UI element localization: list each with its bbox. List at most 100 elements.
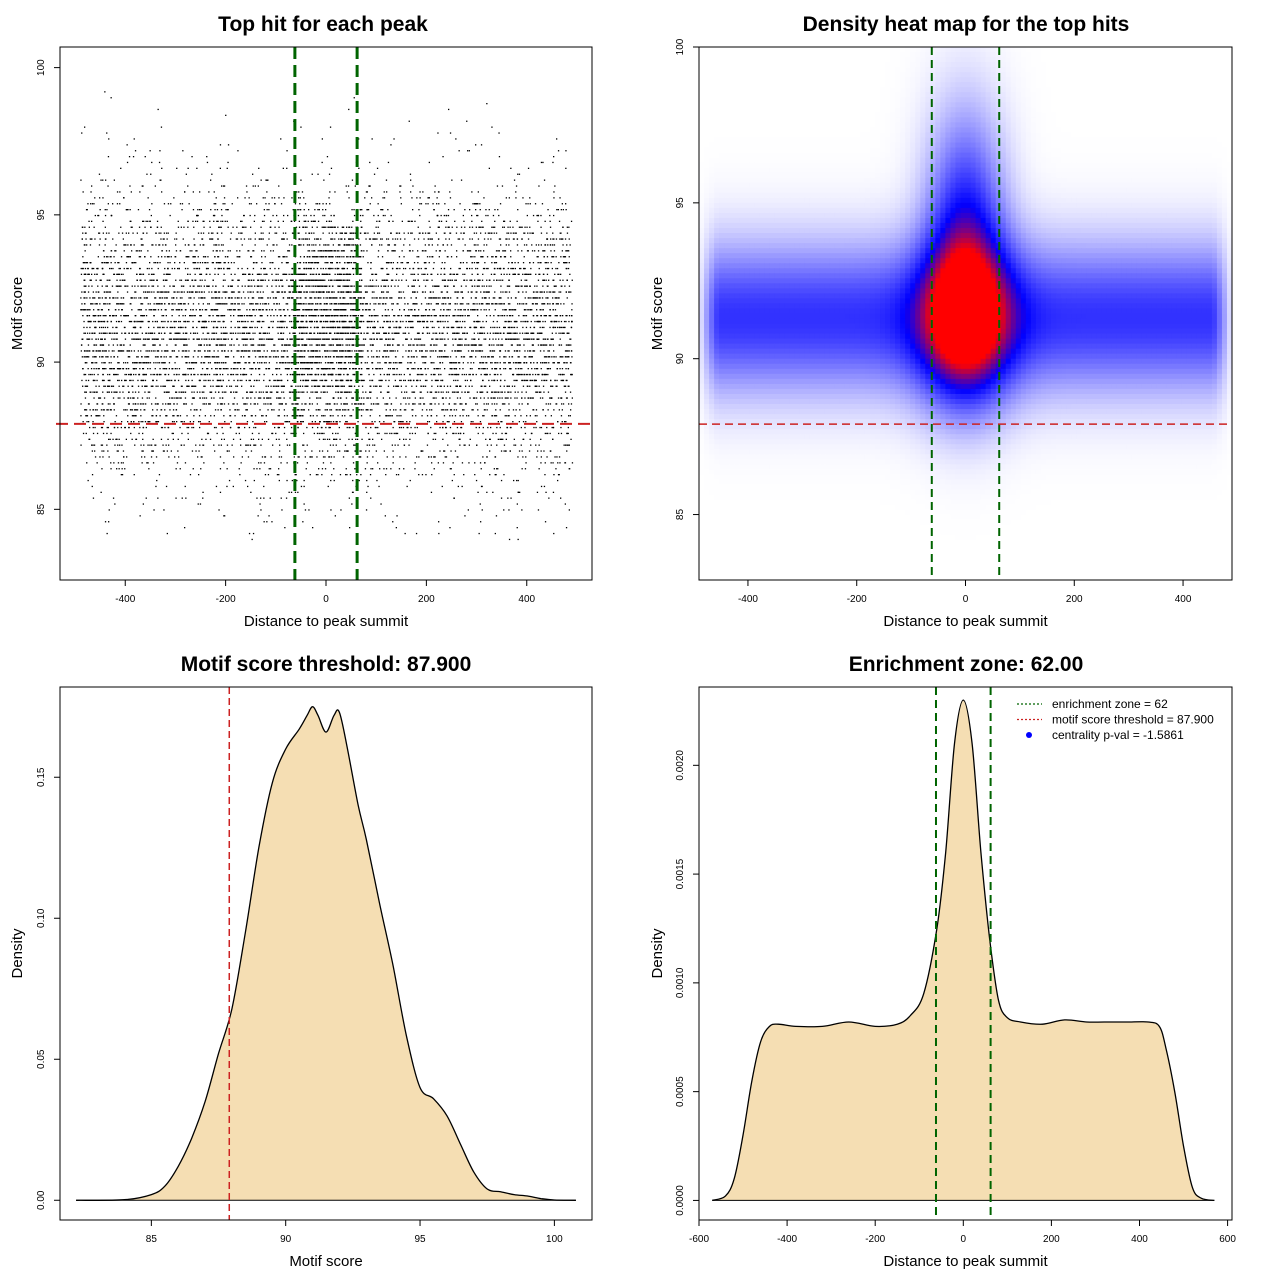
scatter-point bbox=[536, 456, 538, 458]
scatter-point bbox=[236, 338, 238, 340]
scatter-point bbox=[524, 332, 526, 334]
scatter-point bbox=[99, 303, 101, 305]
scatter-point bbox=[398, 279, 400, 281]
scatter-point bbox=[122, 350, 125, 352]
scatter-point bbox=[394, 362, 396, 364]
scatter-point bbox=[341, 338, 344, 340]
scatter-point bbox=[152, 285, 155, 287]
scatter-point bbox=[489, 438, 491, 440]
scatter-point bbox=[479, 362, 481, 364]
scatter-point bbox=[174, 362, 176, 364]
scatter-point bbox=[172, 285, 174, 287]
scatter-point bbox=[268, 203, 270, 205]
scatter-point bbox=[431, 474, 433, 476]
scatter-point bbox=[560, 415, 563, 417]
scatter-point bbox=[347, 273, 349, 275]
scatter-point bbox=[405, 279, 407, 281]
scatter-point bbox=[345, 409, 347, 411]
scatter-point bbox=[324, 273, 326, 275]
scatter-point bbox=[227, 338, 229, 340]
scatter-point bbox=[118, 468, 120, 470]
scatter-point bbox=[560, 326, 562, 329]
scatter-point bbox=[557, 303, 559, 305]
scatter-point bbox=[314, 238, 316, 240]
scatter-point bbox=[91, 267, 93, 270]
scatter-point bbox=[147, 338, 149, 340]
scatter-point bbox=[280, 203, 283, 205]
scatter-point bbox=[201, 373, 203, 376]
scatter-point bbox=[237, 350, 239, 352]
scatter-point bbox=[551, 320, 553, 323]
scatter-point bbox=[560, 332, 562, 334]
scatter-point bbox=[104, 91, 106, 93]
scatter-point bbox=[218, 226, 220, 228]
scatter-point bbox=[508, 538, 511, 541]
scatter-point bbox=[256, 468, 258, 470]
scatter-point bbox=[112, 344, 114, 346]
scatter-point bbox=[410, 179, 412, 181]
scatter-point bbox=[236, 256, 238, 258]
scatter-point bbox=[234, 326, 236, 329]
scatter-point bbox=[430, 415, 432, 417]
scatter-point bbox=[163, 232, 165, 234]
scatter-point bbox=[564, 350, 567, 352]
scatter-point bbox=[493, 397, 495, 399]
scatter-point bbox=[107, 303, 109, 305]
scatter-point bbox=[305, 279, 307, 281]
scatter-point bbox=[301, 315, 304, 317]
scatter-point bbox=[413, 273, 416, 275]
scatter-point bbox=[166, 450, 168, 452]
scatter-point bbox=[373, 373, 375, 376]
scatter-point bbox=[92, 297, 94, 299]
scatter-point bbox=[352, 409, 354, 411]
scatter-point bbox=[480, 291, 482, 293]
scatter-point bbox=[539, 350, 542, 352]
scatter-point bbox=[542, 303, 544, 305]
scatter-point bbox=[307, 385, 309, 387]
scatter-point bbox=[457, 273, 459, 275]
scatter-point bbox=[370, 262, 372, 264]
scatter-point bbox=[292, 297, 294, 299]
scatter-point bbox=[508, 362, 510, 364]
scatter-point bbox=[324, 256, 326, 258]
scatter-point bbox=[524, 297, 526, 299]
scatter-point bbox=[470, 256, 472, 258]
scatter-point bbox=[507, 226, 509, 228]
scatter-point-cloud bbox=[80, 91, 574, 541]
scatter-point bbox=[498, 303, 500, 305]
scatter-point bbox=[558, 220, 561, 222]
scatter-point bbox=[333, 279, 335, 281]
scatter-point bbox=[170, 326, 172, 329]
scatter-point bbox=[143, 220, 145, 222]
scatter-point bbox=[226, 167, 228, 169]
scatter-point bbox=[514, 262, 516, 264]
scatter-point bbox=[407, 362, 409, 364]
scatter-point bbox=[280, 456, 283, 458]
scatter-point bbox=[104, 291, 106, 293]
scatter-point bbox=[267, 303, 270, 305]
scatter-point bbox=[321, 344, 323, 346]
scatter-point bbox=[431, 379, 433, 382]
scatter-point bbox=[254, 315, 256, 317]
scatter-point bbox=[295, 238, 297, 240]
scatter-point bbox=[331, 326, 333, 329]
scatter-point bbox=[367, 432, 370, 435]
scatter-point bbox=[264, 256, 266, 258]
scatter-point bbox=[483, 332, 486, 334]
scatter-point bbox=[489, 338, 491, 340]
scatter-point bbox=[104, 315, 106, 317]
scatter-point bbox=[283, 415, 286, 417]
scatter-point bbox=[265, 338, 268, 340]
scatter-point bbox=[500, 279, 502, 281]
scatter-point bbox=[253, 468, 255, 470]
scatter-point bbox=[159, 150, 161, 152]
scatter-point bbox=[309, 320, 311, 323]
scatter-point bbox=[311, 379, 313, 382]
scatter-point bbox=[408, 320, 410, 323]
scatter-point bbox=[411, 409, 413, 411]
scatter-point bbox=[340, 303, 342, 305]
scatter-point bbox=[127, 385, 129, 387]
scatter-point bbox=[376, 432, 379, 435]
scatter-point bbox=[366, 350, 369, 352]
scatter-point bbox=[162, 444, 164, 446]
